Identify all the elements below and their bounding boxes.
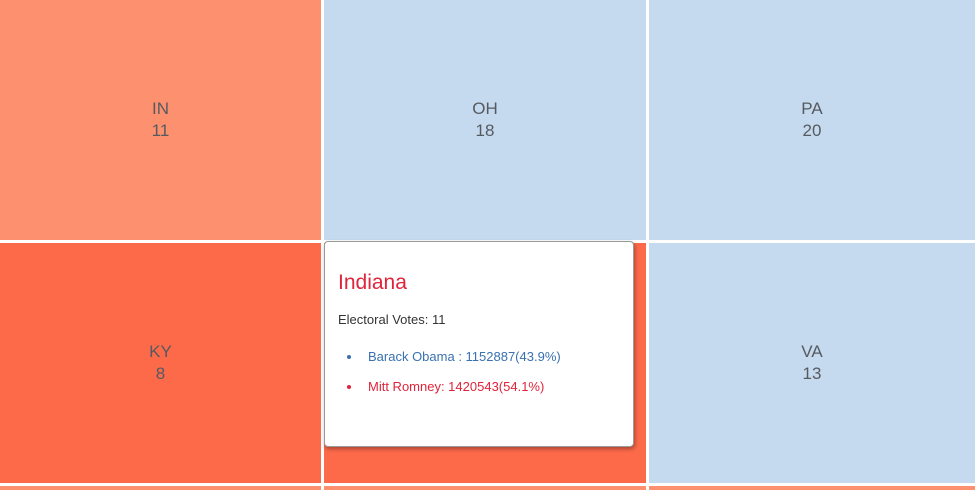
state-tile-partial[interactable] — [0, 486, 321, 490]
state-abbr: KY — [149, 342, 172, 361]
state-electoral-votes: 20 — [802, 121, 822, 140]
state-electoral-votes: 18 — [475, 121, 495, 140]
bullet-icon — [347, 385, 351, 389]
bullet-icon — [347, 355, 351, 359]
state-abbr: IN — [152, 99, 169, 118]
state-tile-partial[interactable] — [649, 486, 975, 490]
state-electoral-votes: 8 — [155, 364, 166, 383]
state-electoral-votes: 13 — [802, 364, 822, 383]
candidate-item-obama: Barack Obama : 1152887(43.9%) — [347, 349, 621, 365]
candidate-result: Barack Obama : 1152887(43.9%) — [368, 349, 561, 364]
candidate-list: Barack Obama : 1152887(43.9%) Mitt Romne… — [338, 349, 621, 395]
state-abbr: VA — [801, 342, 823, 361]
tooltip-electoral-votes: Electoral Votes: 11 — [338, 312, 446, 327]
tooltip-state-name: Indiana — [338, 271, 407, 294]
candidate-result: Mitt Romney: 1420543(54.1%) — [368, 379, 545, 394]
state-tooltip: Indiana Electoral Votes: 11 Barack Obama… — [324, 241, 634, 447]
state-abbr: OH — [472, 99, 498, 118]
state-tile-pa[interactable]: PA 20 — [649, 0, 975, 240]
state-tile-partial[interactable] — [324, 486, 646, 490]
state-tile-in[interactable]: IN 11 — [0, 0, 321, 240]
candidate-item-romney: Mitt Romney: 1420543(54.1%) — [347, 379, 621, 395]
state-abbr: PA — [801, 99, 823, 118]
state-electoral-votes: 11 — [151, 121, 170, 140]
state-tile-oh[interactable]: OH 18 — [324, 0, 646, 240]
state-tile-ky[interactable]: KY 8 — [0, 243, 321, 483]
state-tile-va[interactable]: VA 13 — [649, 243, 975, 483]
